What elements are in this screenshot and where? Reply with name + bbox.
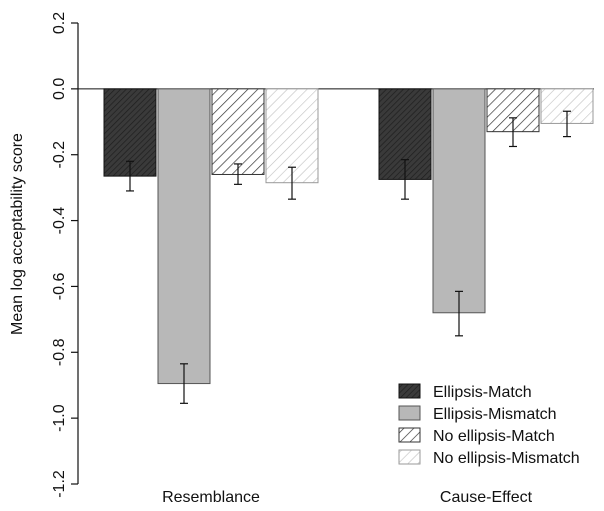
error-bar bbox=[126, 160, 134, 192]
legend-label: No ellipsis-Mismatch bbox=[433, 450, 580, 467]
y-tick-label: 0.0 bbox=[51, 78, 68, 100]
error-bar bbox=[234, 163, 242, 185]
legend-item: Ellipsis-Mismatch bbox=[398, 405, 557, 423]
legend-label: Ellipsis-Match bbox=[433, 384, 532, 401]
legend-swatch bbox=[398, 405, 421, 421]
y-tick-label: -1.2 bbox=[51, 470, 68, 498]
error-bar bbox=[563, 110, 571, 138]
y-tick-label: -0.2 bbox=[51, 141, 68, 169]
legend-label: Ellipsis-Mismatch bbox=[433, 406, 557, 423]
legend-item: No ellipsis-Match bbox=[398, 427, 555, 445]
y-tick-label: -0.8 bbox=[51, 338, 68, 366]
error-bar bbox=[180, 363, 188, 404]
legend-swatch bbox=[398, 427, 421, 443]
legend: Ellipsis-Match Ellipsis-Mismatch No ellips… bbox=[398, 383, 580, 467]
bar-ellipsis-mismatch-cause-effect bbox=[432, 88, 486, 314]
error-bar bbox=[455, 290, 463, 337]
error-bar bbox=[288, 166, 296, 200]
legend-item: No ellipsis-Mismatch bbox=[398, 449, 580, 467]
error-bar bbox=[509, 117, 517, 148]
legend-swatch bbox=[398, 449, 421, 465]
legend-label: No ellipsis-Match bbox=[433, 428, 555, 445]
y-tick-label: 0.2 bbox=[51, 12, 68, 34]
y-axis: 0.2 0.0 -0.2 -0.4 -0.6 -0.8 -1.0 -1.2 bbox=[51, 12, 79, 498]
category-labels: Resemblance Cause-Effect bbox=[162, 489, 533, 506]
bar-ellipsis-mismatch-resemblance bbox=[157, 88, 211, 385]
error-bars bbox=[126, 110, 571, 404]
y-tick-label: -0.6 bbox=[51, 273, 68, 301]
category-label: Resemblance bbox=[162, 489, 260, 506]
bars bbox=[103, 88, 594, 385]
bar-no-ellipsis-match-resemblance bbox=[211, 88, 265, 175]
category-label: Cause-Effect bbox=[440, 489, 533, 506]
error-bar bbox=[401, 159, 409, 200]
y-tick-label: -1.0 bbox=[51, 404, 68, 432]
y-tick-label: -0.4 bbox=[51, 207, 68, 235]
legend-swatch bbox=[398, 383, 421, 399]
legend-item: Ellipsis-Match bbox=[398, 383, 532, 401]
y-axis-label: Mean log acceptability score bbox=[9, 133, 26, 335]
